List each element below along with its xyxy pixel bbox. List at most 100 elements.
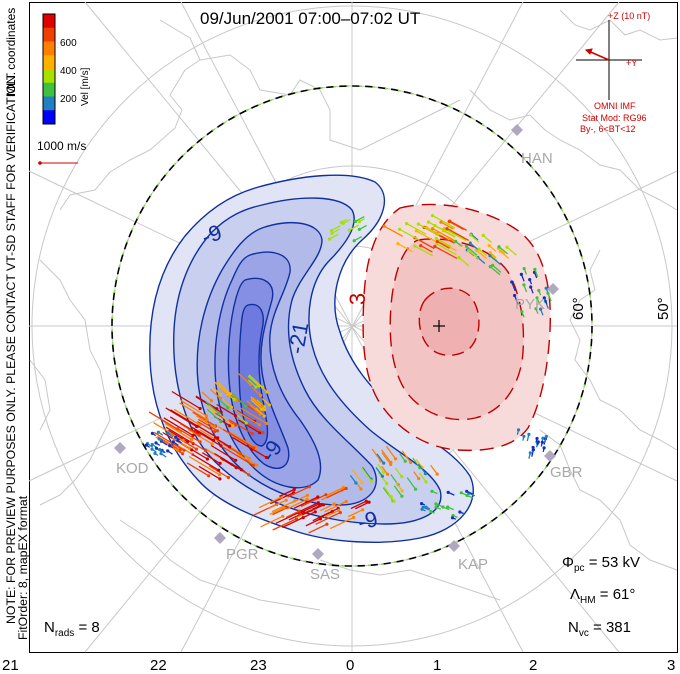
vector-origin-dot bbox=[217, 411, 221, 415]
velocity-vector bbox=[482, 234, 492, 243]
vector-origin-dot bbox=[400, 489, 404, 493]
vector-origin-dot bbox=[181, 438, 185, 443]
velocity-vector bbox=[238, 454, 256, 466]
velocity-vector bbox=[240, 407, 267, 425]
vector-origin-dot bbox=[294, 517, 298, 521]
velocity-vector bbox=[231, 392, 247, 407]
vector-origin-dot bbox=[535, 436, 539, 441]
vector-origin-dot bbox=[226, 475, 230, 480]
velocity-vector bbox=[492, 264, 502, 273]
vector-origin-dot bbox=[522, 267, 526, 271]
vector-origin-dot bbox=[305, 493, 310, 497]
velocity-vector bbox=[383, 225, 404, 237]
vector-origin-dot bbox=[154, 446, 158, 450]
velocity-vector bbox=[237, 372, 251, 386]
velocity-vector bbox=[414, 245, 434, 257]
colorbar-tick-200: 200 bbox=[60, 94, 77, 105]
mlt-tick-22: 22 bbox=[150, 657, 167, 674]
vector-origin-dot bbox=[281, 514, 285, 518]
vector-origin-dot bbox=[228, 392, 233, 396]
vector-origin-dot bbox=[389, 460, 393, 465]
vector-origin-dot bbox=[154, 441, 158, 445]
station-label-kod: KOD bbox=[116, 460, 149, 477]
vector-origin-dot bbox=[262, 414, 266, 418]
vector-origin-dot bbox=[171, 440, 175, 444]
colorbar-swatch bbox=[43, 55, 55, 70]
vector-origin-dot bbox=[174, 435, 178, 439]
vector-origin-dot bbox=[156, 430, 160, 434]
vector-origin-dot bbox=[520, 310, 524, 314]
velocity-vector bbox=[329, 516, 354, 530]
vector-origin-dot bbox=[324, 493, 328, 497]
vector-origin-dot bbox=[468, 233, 473, 237]
velocity-vector bbox=[249, 404, 261, 415]
vector-origin-dot bbox=[251, 463, 255, 467]
velocity-vector bbox=[327, 486, 344, 496]
vector-origin-dot bbox=[232, 398, 236, 402]
vector-origin-dot bbox=[396, 242, 400, 246]
vector-origin-dot bbox=[159, 452, 163, 456]
vector-origin-dot bbox=[352, 515, 356, 520]
velocity-vector bbox=[506, 246, 517, 256]
velocity-vector bbox=[153, 431, 185, 451]
velocity-vector bbox=[376, 453, 385, 464]
station-label-pgr: PGR bbox=[226, 546, 259, 563]
vector-origin-dot bbox=[447, 220, 451, 224]
station-marker-kod bbox=[114, 442, 126, 454]
velocity-vector bbox=[216, 403, 236, 417]
vector-origin-dot bbox=[414, 487, 418, 491]
velocity-vector bbox=[272, 518, 297, 531]
imf-z-label: +Z (10 nT) bbox=[608, 11, 651, 21]
phi-pc-value: 53 kV bbox=[601, 554, 640, 571]
velocity-vector bbox=[434, 245, 458, 259]
vector-origin-dot bbox=[446, 505, 450, 509]
map-title: 09/Jun/2001 07:00–07:02 UT bbox=[200, 9, 421, 28]
velocity-vector bbox=[237, 419, 261, 434]
vector-origin-dot bbox=[332, 502, 336, 506]
vector-origin-dot bbox=[403, 459, 407, 463]
velocity-vector bbox=[397, 243, 413, 253]
vector-origin-dot bbox=[426, 220, 430, 224]
velocity-vector bbox=[250, 399, 263, 410]
vector-origin-dot bbox=[357, 227, 361, 231]
velocity-vector bbox=[438, 240, 457, 252]
vector-origin-dot bbox=[542, 446, 546, 450]
vector-origin-dot bbox=[413, 244, 417, 248]
velocity-vector bbox=[381, 449, 392, 463]
vector-origin-dot bbox=[433, 224, 437, 228]
velocity-vector bbox=[297, 503, 319, 515]
velocity-vector bbox=[361, 466, 372, 480]
velocity-vector bbox=[417, 463, 427, 474]
velocity-vector bbox=[221, 415, 234, 427]
vector-origin-dot bbox=[175, 448, 180, 452]
vector-origin-dot bbox=[360, 481, 364, 485]
vector-origin-dot bbox=[434, 236, 438, 240]
velocity-vector bbox=[445, 228, 465, 240]
vector-origin-dot bbox=[150, 447, 154, 451]
heppner-maynard-boundary bbox=[111, 85, 593, 567]
vector-origin-dot bbox=[533, 267, 537, 271]
velocity-vector bbox=[258, 496, 282, 509]
vector-origin-dot bbox=[435, 239, 439, 244]
contour-label-positive: 3 bbox=[345, 292, 371, 306]
vector-origin-dot bbox=[210, 442, 214, 446]
vector-origin-dot bbox=[219, 444, 223, 448]
velocity-vector bbox=[381, 465, 389, 475]
velocity-vector bbox=[255, 407, 265, 417]
positive-potential-cell bbox=[362, 203, 552, 452]
colorbar-swatch bbox=[43, 82, 55, 97]
station-marker-gbr bbox=[544, 450, 556, 462]
vector-origin-dot bbox=[219, 392, 223, 397]
vector-origin-dot bbox=[423, 472, 428, 476]
velocity-vector bbox=[476, 249, 488, 260]
imf-condition: By-, 6<BT<12 bbox=[580, 124, 636, 134]
vector-origin-dot bbox=[226, 392, 230, 396]
velocity-vector bbox=[315, 512, 341, 525]
velocity-vector bbox=[420, 245, 433, 253]
velocity-vector bbox=[206, 408, 222, 423]
vector-origin-dot bbox=[344, 499, 348, 504]
velocity-vector bbox=[189, 440, 206, 452]
velocity-vector bbox=[196, 424, 219, 439]
velocity-vector bbox=[285, 510, 300, 518]
